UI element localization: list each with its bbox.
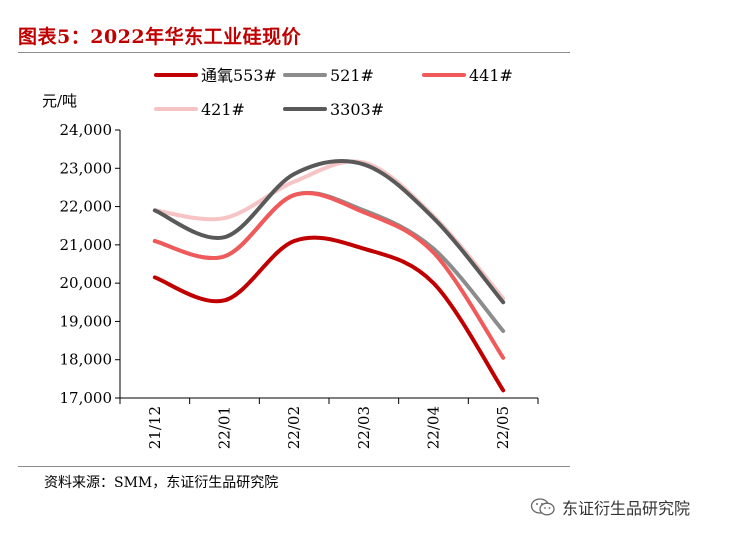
y-tick-label: 24,000 (60, 121, 113, 139)
legend-label: 441# (469, 66, 513, 85)
y-tick-label: 19,000 (60, 312, 113, 330)
y-tick-label: 21,000 (60, 236, 113, 254)
x-tick-label: 21/12 (146, 406, 164, 449)
x-tick-label: 22/02 (285, 406, 303, 449)
y-tick-label: 20,000 (60, 274, 113, 292)
chart-title: 图表5：2022年华东工业硅现价 (18, 26, 302, 48)
y-tick-label: 18,000 (60, 351, 113, 369)
legend-label: 3303# (330, 100, 384, 119)
series-line-3 (152, 191, 506, 360)
y-tick-label: 23,000 (60, 159, 113, 177)
y-axis-label: 元/吨 (42, 92, 77, 110)
x-tick-label: 22/01 (216, 406, 234, 449)
y-tick-label: 17,000 (60, 389, 113, 407)
legend-label: 421# (201, 100, 245, 119)
title-divider (18, 52, 570, 53)
source-note: 资料来源：SMM，东证衍生品研究院 (44, 475, 279, 491)
series-line-1 (152, 235, 506, 393)
legend-label: 通氧553# (201, 66, 277, 85)
wechat-icon (530, 498, 555, 516)
y-axis: 17,000 18,000 19,000 20,000 21,000 22,000 23,0… (60, 121, 121, 407)
y-tick-label: 22,000 (60, 198, 113, 216)
watermark: 东证衍生品研究院 (530, 495, 690, 519)
legend: 通氧553# 521# 441# 421# 3303# (154, 66, 513, 119)
x-tick-label: 22/05 (494, 406, 512, 449)
legend-label: 521# (330, 66, 374, 85)
x-axis: 21/12 22/01 22/02 22/03 22/04 22/05 (119, 397, 539, 449)
series-line-2 (152, 190, 506, 333)
x-tick-label: 22/04 (425, 406, 443, 449)
x-tick-label: 22/03 (355, 406, 373, 449)
series-lines (152, 158, 506, 393)
watermark-text: 东证衍生品研究院 (562, 499, 691, 518)
series-line-5 (152, 158, 506, 305)
source-divider (18, 466, 570, 467)
